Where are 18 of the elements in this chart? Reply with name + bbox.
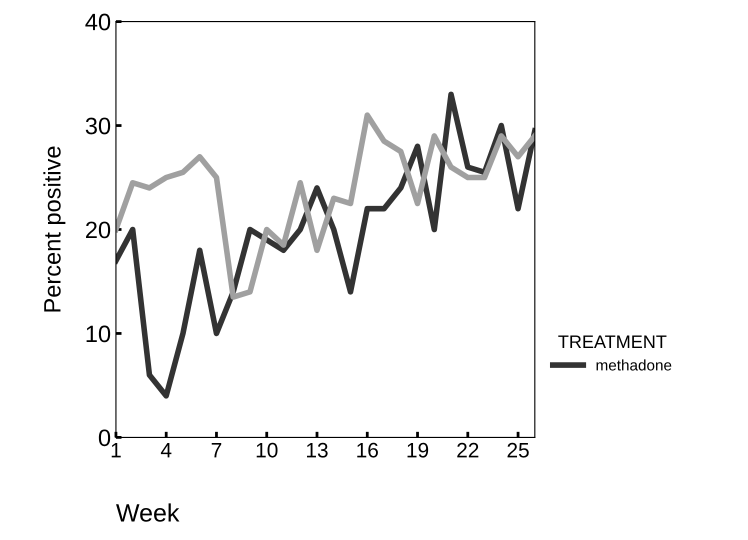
y-tick-label: 30 — [86, 118, 110, 134]
x-tick-label: 1 — [112, 443, 121, 458]
y-tick-label: 10 — [86, 326, 110, 342]
y-axis-title: Percent positive — [43, 146, 66, 312]
x-tick-label: 13 — [307, 442, 328, 458]
x-tick-label: 10 — [256, 442, 278, 458]
y-tick-label: 20 — [86, 222, 110, 238]
y-tick-label: 0 — [98, 429, 110, 446]
legend-label: methadone — [596, 359, 672, 371]
legend-title: TREATMENT — [558, 336, 666, 348]
x-tick-label: 22 — [457, 442, 478, 458]
x-tick-label: 19 — [408, 442, 428, 458]
x-axis-title: Week — [116, 503, 180, 522]
y-tick-label: 40 — [85, 14, 110, 30]
x-tick-label: 25 — [508, 442, 529, 458]
x-tick-label: 16 — [357, 442, 378, 458]
x-tick-label: 4 — [160, 443, 172, 458]
x-tick-label: 7 — [212, 443, 222, 458]
